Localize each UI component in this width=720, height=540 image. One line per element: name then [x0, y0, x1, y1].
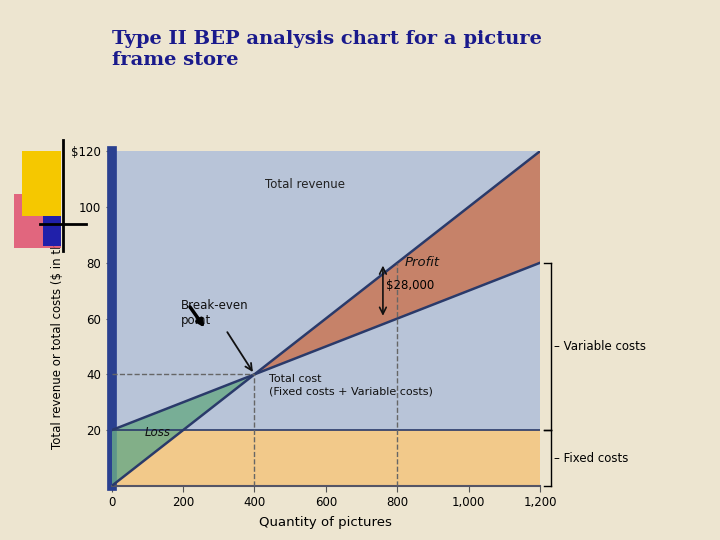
- Text: Total cost
(Fixed costs + Variable costs): Total cost (Fixed costs + Variable costs…: [269, 374, 433, 396]
- Text: $28,000: $28,000: [387, 279, 435, 292]
- Text: – Fixed costs: – Fixed costs: [554, 451, 629, 464]
- Text: frame store: frame store: [112, 51, 238, 69]
- Text: Loss: Loss: [145, 427, 171, 440]
- Polygon shape: [254, 151, 540, 374]
- Text: Profit: Profit: [405, 256, 440, 269]
- Polygon shape: [112, 374, 254, 486]
- Text: Type II BEP analysis chart for a picture: Type II BEP analysis chart for a picture: [112, 30, 541, 48]
- Polygon shape: [112, 430, 540, 486]
- Y-axis label: Total revenue or total costs ($ in thousands): Total revenue or total costs ($ in thous…: [51, 188, 64, 449]
- X-axis label: Quantity of pictures: Quantity of pictures: [259, 516, 392, 529]
- Text: – Variable costs: – Variable costs: [554, 340, 647, 353]
- Text: Break-even
point: Break-even point: [181, 299, 252, 370]
- Text: Total revenue: Total revenue: [265, 178, 345, 191]
